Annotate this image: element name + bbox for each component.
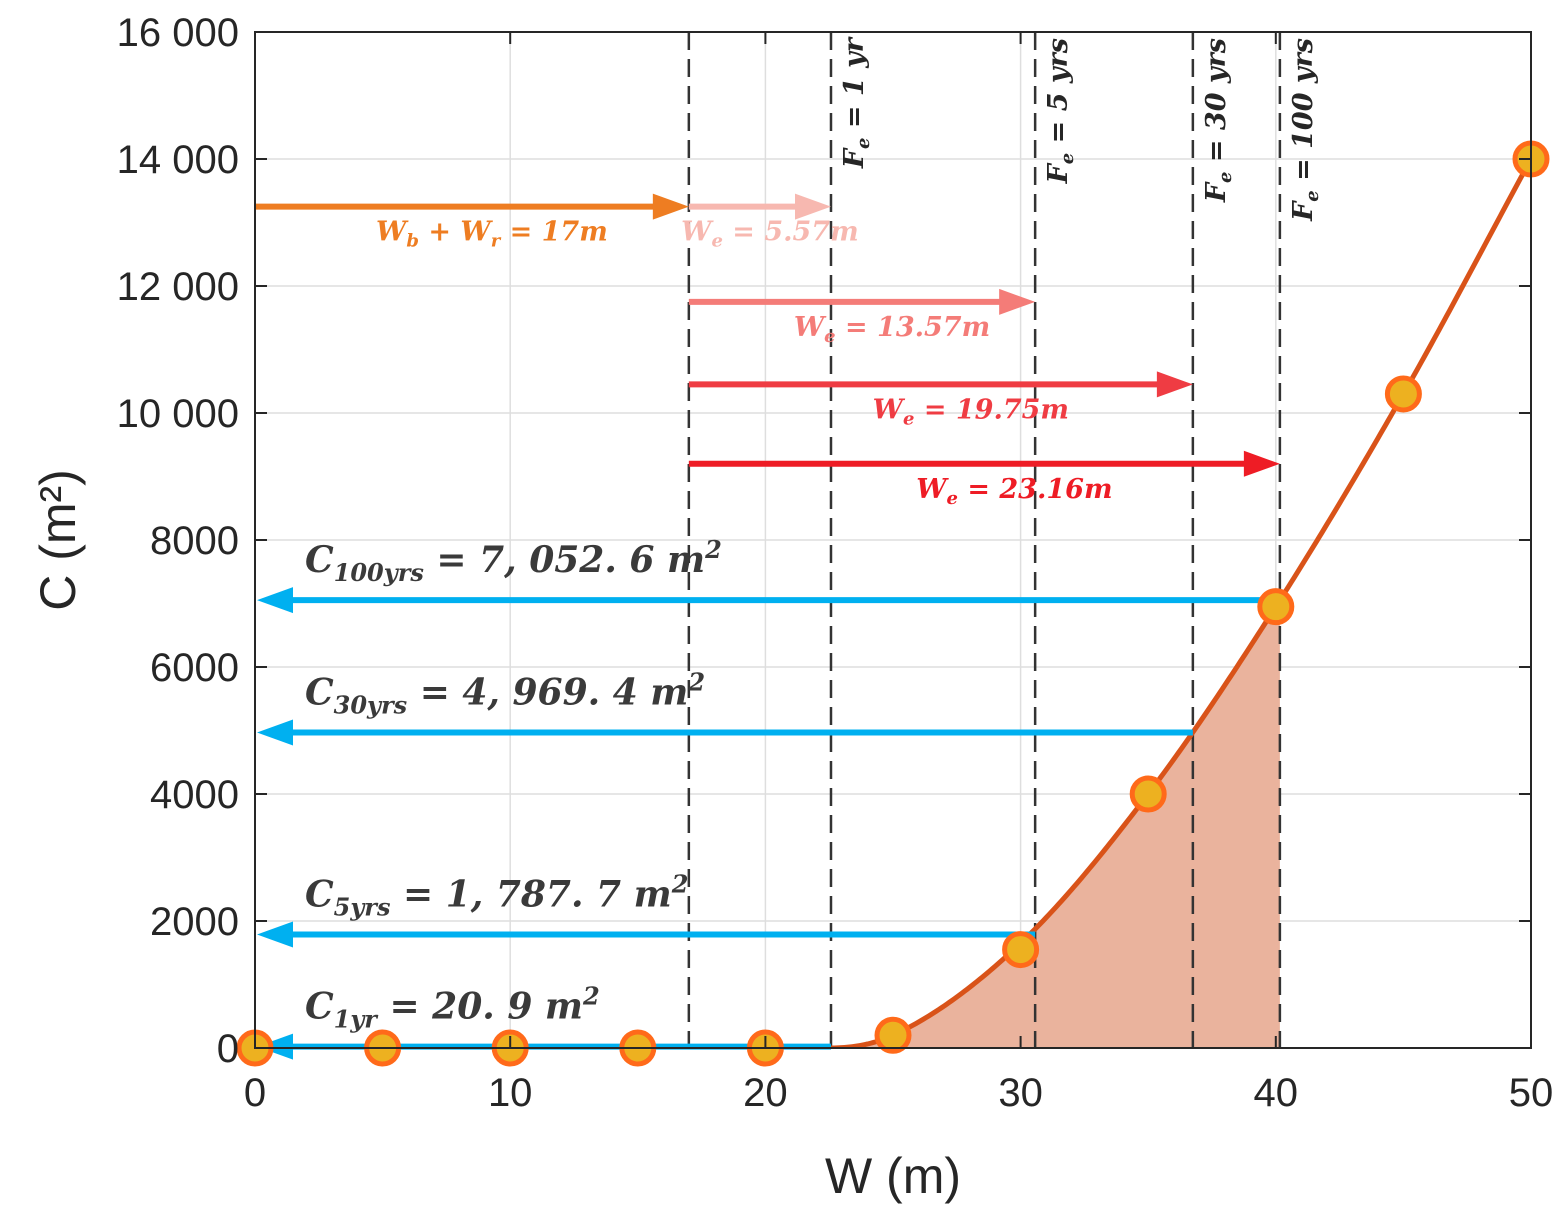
left-arrow-head bbox=[257, 1033, 293, 1060]
x-tick-label: 10 bbox=[488, 1071, 533, 1115]
left-arrow-label: C1yr = 20. 9 m2 bbox=[305, 982, 600, 1034]
x-tick-label: 20 bbox=[743, 1071, 788, 1115]
axes bbox=[254, 31, 1532, 1049]
data-point bbox=[1129, 775, 1167, 813]
vline-label: Fe = 30 yrs bbox=[1201, 38, 1236, 203]
right-arrow-head bbox=[999, 288, 1036, 315]
right-arrow-head bbox=[1243, 450, 1280, 477]
shaded-area bbox=[829, 600, 1280, 1048]
left-arrow-head bbox=[257, 587, 293, 614]
data-point bbox=[1002, 931, 1040, 969]
vline-label: Fe = 5 yrs bbox=[1043, 38, 1078, 184]
data-point bbox=[1257, 588, 1295, 626]
y-tick-label: 2000 bbox=[150, 900, 239, 944]
right-arrow-label: We = 23.16m bbox=[916, 474, 1112, 509]
y-tick-label: 14 000 bbox=[117, 138, 239, 182]
left-arrow-label: C30yrs = 4, 969. 4 m2 bbox=[305, 667, 705, 719]
right-arrow-head bbox=[1156, 371, 1193, 398]
y-tick-label: 16 000 bbox=[117, 11, 239, 55]
right-arrow-label: Wb + Wr = 17m bbox=[376, 217, 608, 252]
left-arrow-label: C100yrs = 7, 052. 6 m2 bbox=[305, 535, 722, 587]
vline-label: Fe = 100 yrs bbox=[1288, 38, 1323, 222]
y-tick-label: 0 bbox=[217, 1027, 239, 1071]
right-arrow-head bbox=[652, 193, 689, 220]
right-arrow-head bbox=[794, 193, 831, 220]
vline-label: Fe = 1 yr bbox=[839, 36, 874, 169]
right-arrow-label: We = 19.75m bbox=[873, 394, 1069, 429]
x-tick-label: 0 bbox=[244, 1071, 266, 1115]
x-tick-label: 30 bbox=[998, 1071, 1043, 1115]
shaded-area-group bbox=[829, 600, 1280, 1048]
tick-labels: 0 10 20 30 40 50 0 2000 4000 6000 8000 10 000 12 000… bbox=[117, 11, 1554, 1115]
y-tick-label: 4000 bbox=[150, 773, 239, 817]
x-axis-label: W (m) bbox=[825, 1148, 961, 1204]
data-point bbox=[874, 1016, 912, 1054]
left-arrow-label: C5yrs = 1, 787. 7 m2 bbox=[305, 869, 688, 921]
y-tick-label: 12 000 bbox=[117, 265, 239, 309]
annotations: Fe = 1 yr Fe = 5 yrs Fe = 30 yrs Fe = 100 y… bbox=[305, 36, 1323, 1033]
y-tick-label: 10 000 bbox=[117, 392, 239, 436]
right-arrow-label: We = 13.57m bbox=[794, 312, 990, 347]
left-arrow-head bbox=[257, 719, 293, 746]
y-axis-label: C (m²) bbox=[30, 469, 86, 611]
arrows bbox=[255, 193, 1280, 1060]
vertical-lines bbox=[687, 32, 1282, 1048]
y-tick-label: 8000 bbox=[150, 519, 239, 563]
y-tick-label: 6000 bbox=[150, 646, 239, 690]
x-tick-label: 50 bbox=[1509, 1071, 1554, 1115]
x-tick-label: 40 bbox=[1254, 1071, 1299, 1115]
data-point bbox=[1384, 375, 1422, 413]
left-arrow-head bbox=[257, 921, 293, 948]
right-arrow-label: We = 5.57m bbox=[681, 217, 859, 252]
